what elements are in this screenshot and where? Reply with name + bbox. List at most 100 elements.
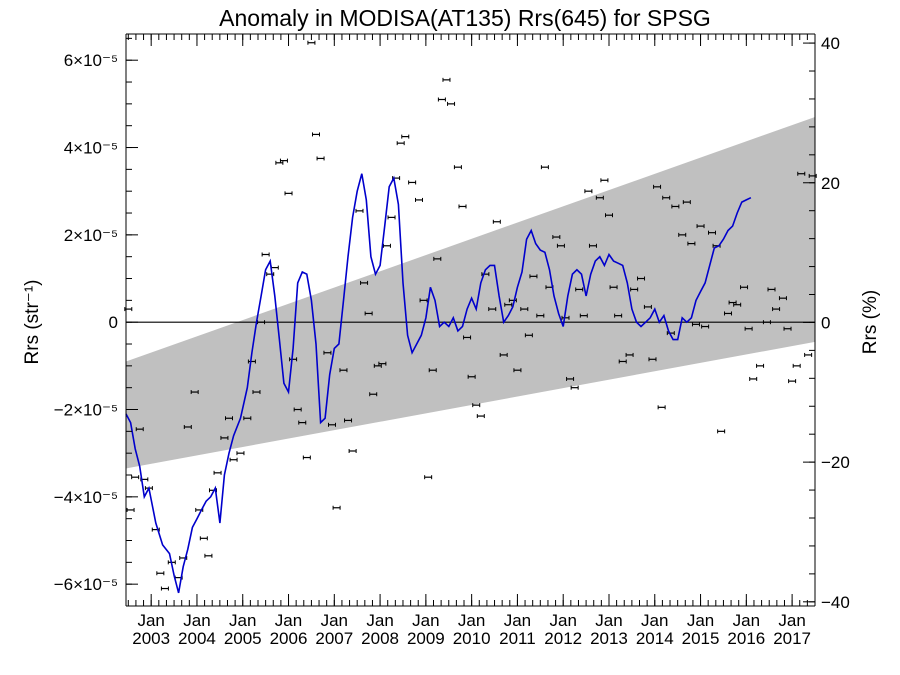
data-point (566, 376, 575, 381)
data-point (369, 392, 378, 397)
data-point (682, 200, 691, 205)
data-point (687, 241, 696, 246)
data-point (156, 571, 165, 576)
data-point (653, 184, 662, 189)
data-point (348, 448, 357, 453)
right-tick-label: −20 (821, 453, 850, 472)
data-point (662, 195, 671, 200)
data-point (520, 307, 529, 312)
tick-labels-layer: 6×10⁻⁵ 4×10⁻⁵ 2×10⁻⁵ 0 −2×10⁻⁵ −4×10⁻⁵ −6×10⁻⁵… (54, 34, 850, 648)
data-point (328, 422, 337, 427)
data-point (135, 427, 144, 432)
data-point (275, 160, 284, 165)
data-point (257, 320, 266, 325)
left-tick-label: −4×10⁻⁵ (54, 488, 118, 507)
x-tick-year-label: 2003 (132, 629, 170, 648)
data-point (414, 197, 423, 202)
left-tick-label: 2×10⁻⁵ (64, 226, 118, 245)
data-point (575, 287, 584, 292)
data-point (437, 97, 446, 102)
left-tick-label: 6×10⁻⁵ (64, 51, 118, 70)
data-point (749, 376, 758, 381)
data-point (396, 141, 405, 146)
data-point (284, 191, 293, 196)
data-point (408, 180, 417, 185)
x-tick-year-label: 2016 (727, 629, 765, 648)
data-point (724, 311, 733, 316)
data-point (476, 414, 485, 419)
data-point (508, 298, 517, 303)
x-tick-month-label: Jan (137, 611, 164, 630)
data-point (595, 195, 604, 200)
x-tick-month-label: Jan (687, 611, 714, 630)
data-point (600, 178, 609, 183)
data-point (504, 302, 513, 307)
data-point (463, 335, 472, 340)
x-tick-year-label: 2013 (590, 629, 628, 648)
x-tick-month-label: Jan (229, 611, 256, 630)
data-point (540, 165, 549, 170)
data-point (183, 424, 192, 429)
data-point (442, 77, 451, 82)
data-point (252, 390, 261, 395)
data-point (236, 451, 245, 456)
data-point (472, 403, 481, 408)
data-point (513, 368, 522, 373)
data-point (536, 313, 545, 318)
data-point (488, 307, 497, 312)
uncertainty-band (126, 116, 815, 469)
data-points-layer (124, 40, 817, 591)
x-tick-month-label: Jan (504, 611, 531, 630)
data-point (792, 363, 801, 368)
data-point (524, 333, 533, 338)
axes-layer (125, 33, 816, 607)
data-point (788, 379, 797, 384)
smoothed-line-layer (125, 173, 752, 594)
data-point (492, 219, 501, 224)
data-point (344, 418, 353, 423)
data-point (126, 507, 135, 512)
right-tick-label: 20 (821, 174, 840, 193)
x-tick-month-label: Jan (458, 611, 485, 630)
data-point (225, 416, 234, 421)
right-tick-label: 0 (821, 313, 830, 332)
data-point (707, 230, 716, 235)
x-tick-month-label: Jan (595, 611, 622, 630)
data-point (433, 256, 442, 261)
data-point (307, 40, 316, 45)
data-point (696, 224, 705, 229)
data-point (637, 276, 646, 281)
data-point (579, 313, 588, 318)
data-point (744, 326, 753, 331)
data-point (373, 363, 382, 368)
data-point (316, 156, 325, 161)
data-point (270, 265, 279, 270)
data-point (701, 324, 710, 329)
data-point (614, 313, 623, 318)
data-point (401, 134, 410, 139)
data-point (360, 280, 369, 285)
left-tick-label: −2×10⁻⁵ (54, 401, 118, 420)
data-point (289, 357, 298, 362)
data-point (213, 470, 222, 475)
x-tick-year-label: 2014 (636, 629, 674, 648)
data-point (458, 204, 467, 209)
data-point (625, 352, 634, 357)
x-tick-year-label: 2008 (361, 629, 399, 648)
data-point (131, 475, 140, 480)
data-point (453, 165, 462, 170)
left-tick-label: 0 (109, 313, 118, 332)
data-point (355, 208, 364, 213)
data-point (609, 285, 618, 290)
x-tick-year-label: 2004 (178, 629, 216, 648)
x-tick-month-label: Jan (275, 611, 302, 630)
x-tick-year-label: 2011 (499, 629, 536, 648)
x-tick-year-label: 2005 (224, 629, 262, 648)
x-tick-month-label: Jan (778, 611, 805, 630)
data-point (220, 435, 229, 440)
data-point (666, 331, 675, 336)
x-tick-month-label: Jan (641, 611, 668, 630)
data-point (298, 420, 307, 425)
uncertainty-band-layer (126, 116, 815, 469)
